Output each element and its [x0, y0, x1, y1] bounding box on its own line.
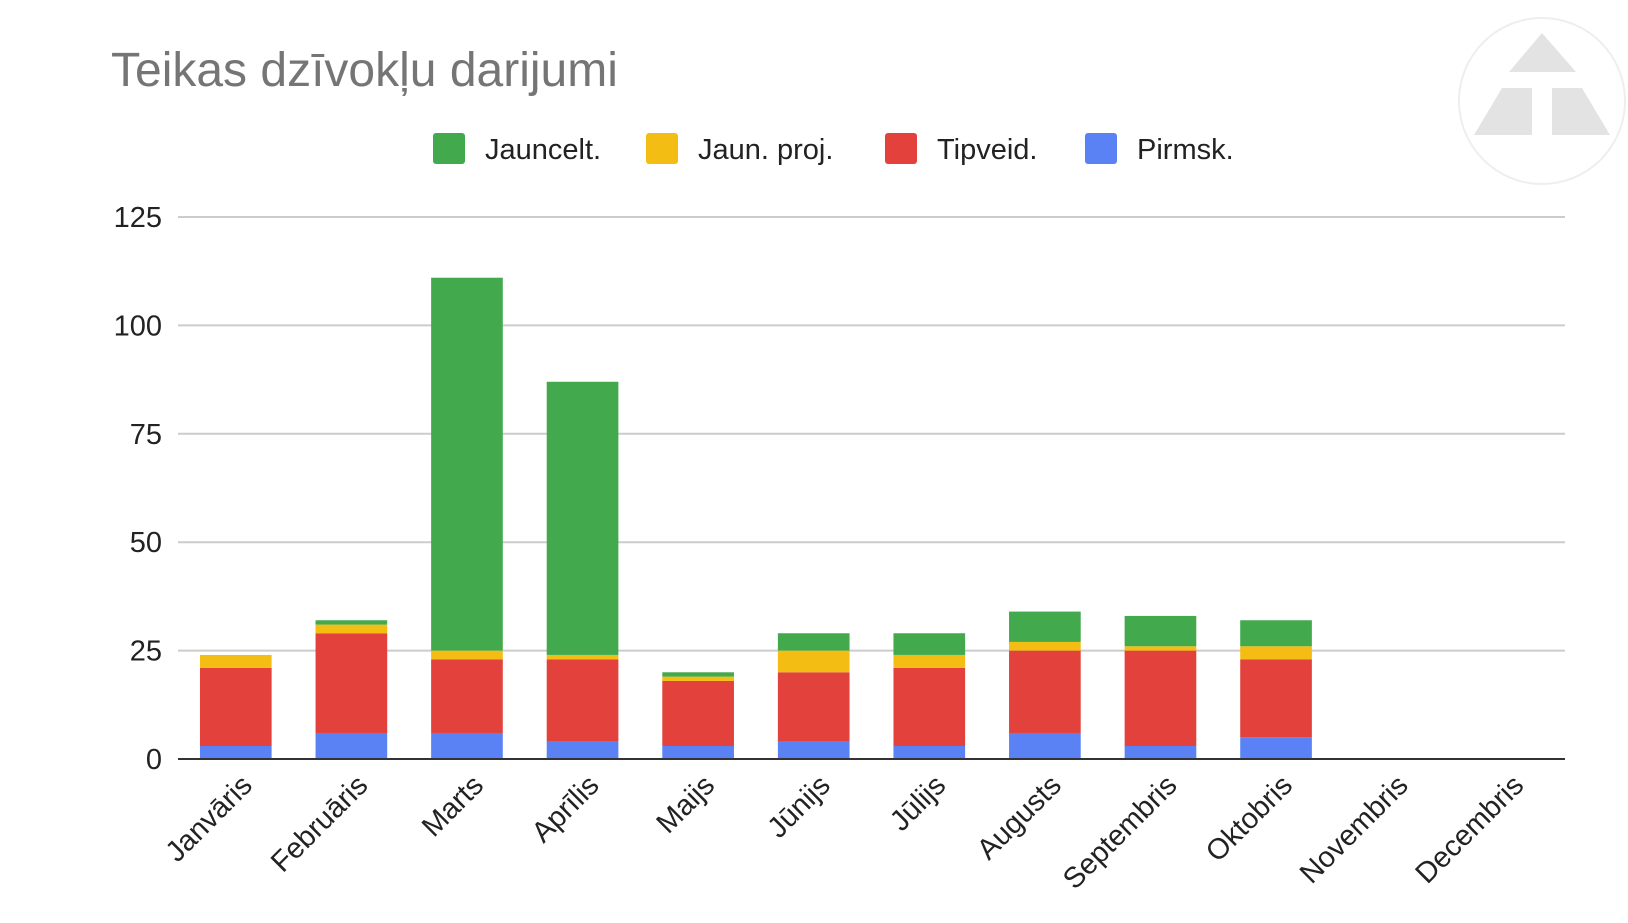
bar-segment	[662, 676, 734, 681]
y-tick-label: 75	[130, 419, 162, 451]
bar-segment	[199, 667, 272, 746]
bar-segment	[1009, 641, 1081, 651]
bar-segment	[893, 633, 966, 655]
bar-segment	[199, 654, 272, 668]
legend-label: Jauncelt.	[485, 134, 601, 166]
bar-segment	[1240, 737, 1312, 759]
bar-segment	[546, 381, 619, 655]
bar-segment	[546, 659, 619, 742]
x-tick-label: Novembris	[1294, 769, 1415, 890]
y-tick-label: 25	[130, 636, 162, 668]
bar-segment	[893, 745, 966, 759]
y-tick-label: 125	[114, 202, 162, 234]
bar-segment	[315, 620, 388, 625]
legend-label: Tipveid.	[937, 134, 1037, 166]
y-tick-label: 50	[130, 527, 162, 559]
bar-segment	[1240, 646, 1312, 660]
legend-swatch	[646, 133, 678, 164]
bar-segment	[315, 633, 388, 733]
bar-segment	[777, 672, 850, 742]
x-tick-label: Februāris	[265, 769, 374, 878]
y-tick-label: 100	[114, 310, 162, 342]
legend-label: Pirmsk.	[1137, 134, 1234, 166]
bar-segment	[1124, 745, 1197, 759]
legend-swatch	[885, 133, 917, 164]
legend: Jauncelt. Jaun. proj. Tipveid. Pirmsk.	[433, 133, 1234, 166]
x-tick-label: Jūlijs	[884, 769, 952, 837]
x-tick-label: Augusts	[971, 769, 1068, 866]
x-axis-ticks: Janvāris Februāris Marts Aprīlis Maijs Jūnijs…	[160, 769, 1530, 895]
bar-segment	[893, 667, 966, 746]
bar-segment	[1009, 611, 1081, 642]
bar-segment	[1240, 620, 1312, 647]
y-axis-ticks: 0 25 50 75 100 125	[114, 202, 162, 776]
bar-segment	[431, 650, 503, 660]
bar-segment	[431, 277, 503, 651]
bar-segment	[1124, 615, 1197, 647]
x-tick-label: Maijs	[651, 769, 721, 839]
bar-segment	[662, 672, 734, 677]
bar-segment	[431, 732, 503, 759]
bar-segment	[662, 680, 734, 746]
gridlines	[178, 216, 1565, 652]
bar-segment	[1124, 646, 1197, 651]
x-tick-label: Septembris	[1057, 769, 1183, 895]
x-tick-label: Aprīlis	[526, 769, 606, 849]
bar-segment	[893, 654, 966, 668]
bars	[199, 277, 1312, 759]
bar-segment	[315, 732, 388, 759]
triangle-logo-icon	[1458, 17, 1626, 185]
bar-segment	[199, 745, 272, 759]
legend-swatch	[433, 133, 465, 164]
bar-segment	[315, 624, 388, 634]
legend-swatch	[1085, 133, 1117, 164]
bar-segment	[662, 745, 734, 759]
x-tick-label: Marts	[416, 769, 490, 843]
bar-segment	[777, 741, 850, 759]
y-tick-label: 0	[146, 744, 162, 776]
bar-segment	[1124, 650, 1197, 746]
bar-segment	[1240, 659, 1312, 738]
bar-segment	[546, 654, 619, 660]
bar-segment	[777, 650, 850, 673]
bar-segment	[1009, 650, 1081, 733]
x-tick-label: Janvāris	[160, 769, 259, 868]
legend-label: Jaun. proj.	[698, 134, 833, 166]
bar-segment	[1009, 732, 1081, 759]
x-tick-label: Decembris	[1410, 769, 1531, 890]
x-tick-label: Jūnijs	[762, 769, 837, 844]
bar-segment	[777, 633, 850, 651]
x-tick-label: Oktobris	[1200, 769, 1299, 868]
bar-segment	[431, 659, 503, 733]
chart-title: Teikas dzīvokļu darijumi	[111, 44, 618, 97]
bar-segment	[546, 741, 619, 759]
